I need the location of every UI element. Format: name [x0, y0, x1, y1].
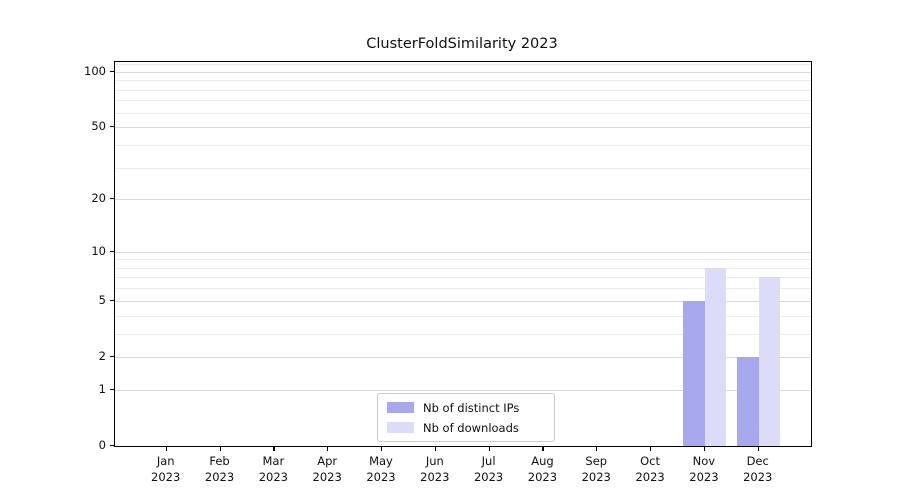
- bar-distinct-ips: [737, 356, 759, 446]
- legend-item: Nb of downloads: [387, 419, 545, 436]
- x-tick-label: May 2023: [351, 453, 411, 485]
- x-tick-mark: [380, 446, 383, 451]
- gridline-major: [115, 251, 811, 253]
- x-tick-label: Sep 2023: [566, 453, 626, 485]
- gridline-major: [115, 300, 811, 302]
- x-tick-label: Oct 2023: [620, 453, 680, 485]
- x-tick-mark: [434, 446, 436, 451]
- x-tick-year: 2023: [258, 470, 288, 484]
- x-tick-month: Jul: [481, 454, 496, 468]
- y-tick-mark: [109, 126, 114, 128]
- x-tick-mark: [488, 446, 490, 451]
- x-tick-month: Sep: [585, 454, 608, 468]
- x-tick-mark: [327, 446, 329, 451]
- gridline-major: [115, 127, 811, 129]
- gridline-minor: [115, 64, 811, 66]
- y-tick-label: 5: [98, 292, 106, 307]
- x-tick-label: Nov 2023: [674, 453, 734, 485]
- x-tick-year: 2023: [312, 470, 342, 484]
- gridline-minor: [115, 100, 811, 102]
- x-tick-year: 2023: [581, 470, 611, 484]
- x-tick-year: 2023: [527, 470, 558, 484]
- y-tick-mark: [109, 355, 114, 358]
- y-tick-label: 0: [98, 438, 106, 452]
- x-tick-month: Dec: [746, 454, 769, 468]
- bar-downloads: [704, 267, 727, 446]
- legend-swatch: [387, 402, 414, 413]
- gridline-minor: [115, 333, 811, 335]
- gridline-minor: [115, 112, 811, 114]
- gridline-major: [115, 389, 811, 391]
- gridline-minor: [115, 277, 811, 279]
- x-tick-label: Feb 2023: [190, 453, 250, 485]
- x-tick-month: Aug: [531, 454, 554, 468]
- gridline-minor: [115, 259, 811, 261]
- gridline-major: [115, 356, 811, 358]
- y-tick-label: 10: [91, 243, 106, 258]
- x-tick-label: Dec 2023: [728, 453, 788, 485]
- x-tick-mark: [542, 446, 544, 451]
- gridline-major: [115, 71, 811, 73]
- bar-downloads: [758, 277, 781, 446]
- x-tick-year: 2023: [366, 470, 396, 484]
- x-tick-month: Mar: [262, 454, 285, 468]
- x-tick-label: Apr 2023: [297, 453, 357, 485]
- y-tick-label: 50: [91, 119, 106, 134]
- y-tick-mark: [109, 388, 114, 390]
- y-tick-mark: [109, 445, 114, 447]
- x-tick-mark: [165, 446, 167, 451]
- x-tick-mark: [757, 446, 759, 451]
- x-tick-year: 2023: [473, 470, 504, 484]
- gridline-minor: [115, 288, 811, 290]
- gridline-minor: [115, 89, 811, 91]
- x-tick-month: Feb: [209, 454, 230, 468]
- y-tick-mark: [109, 70, 114, 72]
- x-tick-label: Jan 2023: [136, 453, 196, 485]
- x-tick-year: 2023: [743, 470, 773, 484]
- x-tick-month: Nov: [692, 454, 716, 468]
- y-tick-mark: [109, 198, 114, 200]
- x-tick-label: Mar 2023: [243, 453, 303, 485]
- x-tick-month: Oct: [640, 454, 661, 468]
- y-tick-label: 100: [84, 63, 106, 78]
- chart-title: ClusterFoldSimilarity 2023: [366, 36, 558, 52]
- y-tick-mark: [109, 299, 114, 301]
- plot-area: Nb of distinct IPs Nb of downloads: [114, 61, 812, 447]
- x-tick-month: Jun: [425, 454, 444, 468]
- x-tick-mark: [219, 446, 221, 451]
- legend: Nb of distinct IPs Nb of downloads: [377, 393, 555, 442]
- gridline-minor: [115, 167, 811, 169]
- x-tick-month: Jan: [156, 454, 175, 468]
- x-tick-label: Aug 2023: [512, 453, 572, 485]
- legend-swatch: [387, 422, 414, 433]
- y-tick-label: 2: [98, 348, 106, 363]
- legend-item: Nb of distinct IPs: [387, 399, 545, 416]
- x-tick-year: 2023: [689, 470, 719, 484]
- x-tick-mark: [650, 446, 652, 451]
- gridline-minor: [115, 144, 811, 146]
- x-tick-year: 2023: [151, 470, 181, 484]
- x-tick-mark: [703, 446, 706, 451]
- x-tick-year: 2023: [204, 470, 235, 484]
- gridline-major: [115, 199, 811, 201]
- x-tick-mark: [273, 446, 275, 451]
- x-tick-year: 2023: [635, 470, 665, 484]
- x-tick-month: Apr: [317, 454, 338, 468]
- legend-label: Nb of distinct IPs: [423, 400, 520, 415]
- y-tick-label: 20: [91, 191, 106, 206]
- bar-distinct-ips: [683, 300, 705, 446]
- x-tick-year: 2023: [420, 470, 450, 484]
- x-tick-label: Jun 2023: [405, 453, 465, 485]
- x-tick-mark: [596, 446, 598, 451]
- y-tick-mark: [109, 250, 114, 252]
- x-tick-month: May: [369, 454, 393, 468]
- x-tick-label: Jul 2023: [459, 453, 519, 485]
- gridline-minor: [115, 267, 811, 269]
- gridline-minor: [115, 80, 811, 82]
- gridline-minor: [115, 315, 811, 317]
- legend-label: Nb of downloads: [423, 420, 519, 435]
- y-tick-label: 1: [98, 381, 106, 396]
